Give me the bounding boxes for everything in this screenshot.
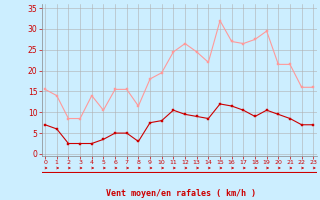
Text: Vent moyen/en rafales ( km/h ): Vent moyen/en rafales ( km/h )	[106, 189, 256, 198]
